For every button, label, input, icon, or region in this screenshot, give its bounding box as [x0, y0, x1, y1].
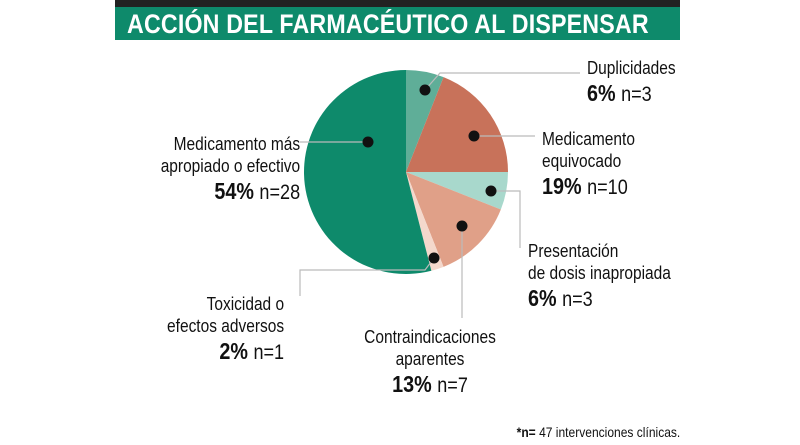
label-toxicidad-line2: efectos adversos	[166, 316, 284, 336]
label-presentacion-line1: Presentación	[528, 241, 619, 261]
marker-dot-equivocado	[468, 130, 480, 142]
label-presentacion-pct: 6%	[528, 285, 557, 311]
marker-dot-duplicidades	[419, 84, 431, 96]
title-banner	[115, 7, 680, 40]
label-toxicidad-n: n=1	[253, 341, 284, 364]
top-bar	[115, 0, 680, 7]
label-apropiado-n: n=28	[259, 181, 300, 204]
footnote-text: 47 intervenciones clínicas.	[535, 424, 680, 440]
label-equivocado: Medicamento equivocado 19% n=10	[542, 128, 635, 202]
label-presentacion-n: n=3	[562, 288, 593, 311]
label-toxicidad-line1: Toxicidad o	[206, 294, 284, 314]
pie-slice-contraindicaciones	[406, 172, 501, 267]
label-presentacion-stat: 6% n=3	[528, 284, 671, 314]
label-duplicidades: Duplicidades 6% n=3	[587, 57, 676, 109]
label-duplicidades-n: n=3	[621, 83, 652, 106]
label-equivocado-pct: 19%	[542, 173, 582, 199]
label-equivocado-line2: equivocado	[542, 151, 622, 171]
footnote: *n= 47 intervenciones clínicas.	[516, 424, 680, 440]
label-apropiado-stat: 54% n=28	[161, 177, 300, 207]
label-equivocado-line1: Medicamento	[542, 129, 635, 149]
marker-dot-toxicidad	[428, 252, 440, 264]
label-contraindicaciones-stat: 13% n=7	[344, 370, 516, 400]
marker-dot-apropiado	[362, 136, 374, 148]
label-toxicidad: Toxicidad o efectos adversos 2% n=1	[167, 293, 284, 367]
marker-dot-contraindicaciones	[456, 220, 468, 232]
label-duplicidades-pct: 6%	[587, 80, 616, 106]
label-presentacion: Presentación de dosis inapropiada 6% n=3	[528, 240, 671, 314]
label-apropiado-line1: Medicamento más	[173, 134, 300, 154]
label-apropiado-pct: 54%	[214, 178, 254, 204]
label-duplicidades-stat: 6% n=3	[587, 79, 676, 109]
leader-line-duplicidades	[424, 72, 580, 91]
label-contraindicaciones-line1: Contraindicaciones	[364, 327, 496, 347]
label-equivocado-n: n=10	[587, 176, 628, 199]
label-presentacion-line2: de dosis inapropiada	[528, 263, 671, 283]
leader-line-presentacion	[491, 190, 521, 248]
label-contraindicaciones: Contraindicaciones aparentes 13% n=7	[344, 326, 516, 400]
pie-slice-apropiado	[303, 70, 432, 274]
chart-title: ACCIÓN DEL FARMACÉUTICO AL DISPENSAR	[127, 9, 649, 39]
pie-slice-presentacion	[406, 172, 508, 210]
label-equivocado-stat: 19% n=10	[542, 172, 635, 202]
label-apropiado: Medicamento más apropiado o efectivo 54%…	[161, 133, 300, 207]
label-duplicidades-name: Duplicidades	[587, 58, 676, 78]
pie-slice-duplicidades	[406, 70, 444, 172]
label-contraindicaciones-line2: aparentes	[395, 349, 465, 369]
label-contraindicaciones-n: n=7	[437, 374, 468, 397]
leader-line-toxicidad	[299, 257, 435, 296]
label-toxicidad-pct: 2%	[219, 338, 248, 364]
label-contraindicaciones-pct: 13%	[392, 371, 432, 397]
label-toxicidad-stat: 2% n=1	[167, 337, 284, 367]
pie-slice-toxicidad	[406, 172, 444, 271]
pie-slice-equivocado	[406, 77, 508, 172]
footnote-n-marker: *n=	[516, 424, 536, 440]
marker-dot-presentacion	[485, 185, 497, 197]
label-apropiado-line2: apropiado o efectivo	[160, 156, 300, 176]
